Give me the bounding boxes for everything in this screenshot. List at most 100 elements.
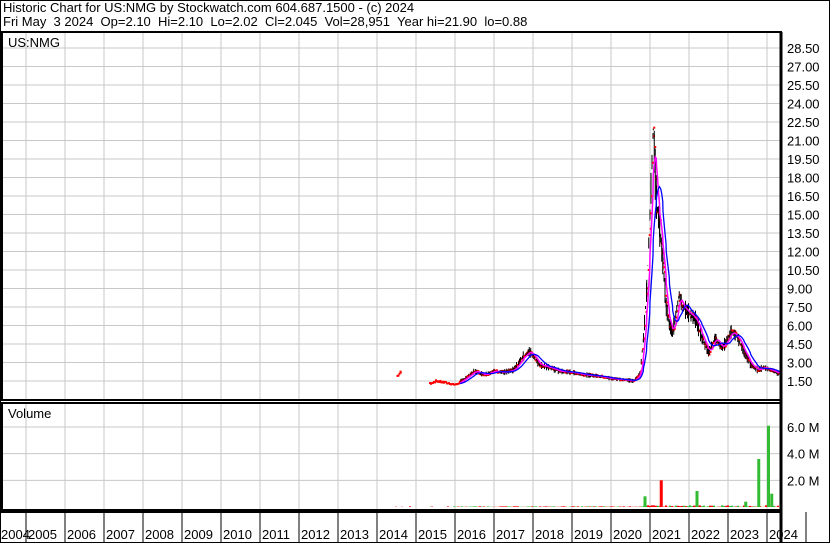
- volume-bar: [731, 505, 733, 507]
- x-tick-label: 2010: [223, 527, 252, 542]
- close-dot: [534, 359, 537, 362]
- close-dot: [689, 312, 691, 315]
- volume-bar: [461, 506, 463, 507]
- volume-bar: [527, 506, 529, 507]
- moving-average-long-line: [459, 185, 781, 385]
- y-tick-label: 19.50: [787, 152, 820, 167]
- y-tick-label: 18.00: [787, 171, 820, 186]
- close-dot: [709, 351, 712, 354]
- volume-bar: [671, 506, 673, 507]
- y-tick-label: 10.50: [787, 263, 820, 278]
- symbol-label: US:NMG: [8, 35, 60, 50]
- close-dot: [641, 361, 644, 364]
- price-pane-border: [1, 31, 782, 401]
- volume-bar: [729, 505, 731, 507]
- close-dot: [663, 266, 665, 269]
- x-tick-label: 2005: [28, 527, 57, 542]
- close-dot: [642, 347, 645, 350]
- y-tick-label: 12.00: [787, 245, 820, 260]
- volume-bar: [679, 506, 681, 507]
- volume-bar: [751, 506, 753, 507]
- volume-bar: [711, 505, 713, 507]
- volume-bar: [573, 506, 575, 507]
- volume-bar: [563, 506, 565, 507]
- x-tick-label: 2024: [769, 527, 798, 542]
- volume-label: Volume: [8, 406, 51, 421]
- close-dot: [398, 372, 401, 375]
- close-dot: [693, 312, 695, 315]
- volume-bar: [591, 506, 593, 507]
- volume-bar: [517, 506, 519, 507]
- volume-bar: [505, 506, 507, 507]
- volume-bar: [737, 505, 739, 507]
- x-tick-label: 2011: [262, 527, 290, 542]
- x-tick-label: 2018: [535, 527, 564, 542]
- close-dot: [445, 381, 447, 384]
- close-dot: [738, 338, 741, 341]
- volume-bar: [713, 505, 715, 507]
- close-dot: [665, 294, 667, 297]
- volume-bar: [701, 506, 703, 507]
- volume-bar: [653, 505, 655, 507]
- close-dot: [675, 316, 678, 319]
- volume-bar: [587, 506, 589, 507]
- y-tick-label: 13.50: [787, 226, 820, 241]
- volume-bar: [533, 506, 535, 507]
- close-dot: [648, 234, 651, 237]
- close-dot: [459, 380, 461, 383]
- volume-bar: [683, 505, 685, 507]
- volume-spike-bar: [659, 480, 663, 507]
- volume-bar: [561, 506, 563, 507]
- volume-bar: [601, 506, 603, 507]
- volume-bar: [735, 506, 737, 507]
- volume-bar: [777, 505, 779, 507]
- x-tick-label: 2007: [106, 527, 135, 542]
- close-dot: [735, 331, 738, 334]
- x-tick-label: 2014: [379, 527, 408, 542]
- volume-bar: [703, 505, 705, 507]
- volume-bar: [539, 506, 541, 507]
- volume-bar: [749, 505, 751, 507]
- volume-bar: [743, 505, 745, 507]
- volume-bar: [599, 506, 601, 507]
- volume-bar: [571, 506, 573, 507]
- close-dot: [643, 337, 646, 340]
- volume-tick-label: 6.0 M: [787, 420, 820, 435]
- x-tick-label: 2006: [67, 527, 96, 542]
- y-tick-label: 4.50: [787, 337, 812, 352]
- x-tick-label: 2023: [730, 527, 759, 542]
- volume-bar: [475, 506, 477, 507]
- x-tick-label: 2016: [457, 527, 486, 542]
- x-tick-label: 2009: [184, 527, 213, 542]
- volume-bar: [727, 505, 729, 507]
- y-tick-label: 25.50: [787, 78, 820, 93]
- close-dot: [647, 268, 650, 271]
- close-dot: [650, 212, 652, 215]
- volume-bar: [773, 505, 775, 507]
- y-tick-label: 27.00: [787, 60, 820, 75]
- x-tick-label: 2020: [613, 527, 642, 542]
- y-tick-label: 28.50: [787, 41, 820, 56]
- volume-bar: [595, 506, 597, 507]
- x-tick-label: 2008: [145, 527, 174, 542]
- volume-bar: [553, 506, 555, 507]
- y-tick-label: 3.00: [787, 356, 812, 371]
- close-dot: [651, 195, 653, 198]
- y-tick-label: 7.50: [787, 300, 812, 315]
- volume-bar: [545, 506, 547, 507]
- volume-bar: [623, 506, 625, 507]
- volume-bar: [681, 505, 683, 507]
- volume-bar: [501, 506, 503, 507]
- volume-bar: [593, 506, 595, 507]
- volume-bar: [507, 506, 509, 507]
- y-tick-label: 22.50: [787, 115, 820, 130]
- volume-bar: [479, 506, 481, 507]
- volume-bar: [693, 505, 695, 507]
- close-dot: [438, 380, 441, 383]
- volume-tick-label: 2.0 M: [787, 473, 820, 488]
- close-dot: [646, 287, 649, 290]
- volume-bar: [753, 506, 755, 507]
- volume-bar: [513, 506, 515, 507]
